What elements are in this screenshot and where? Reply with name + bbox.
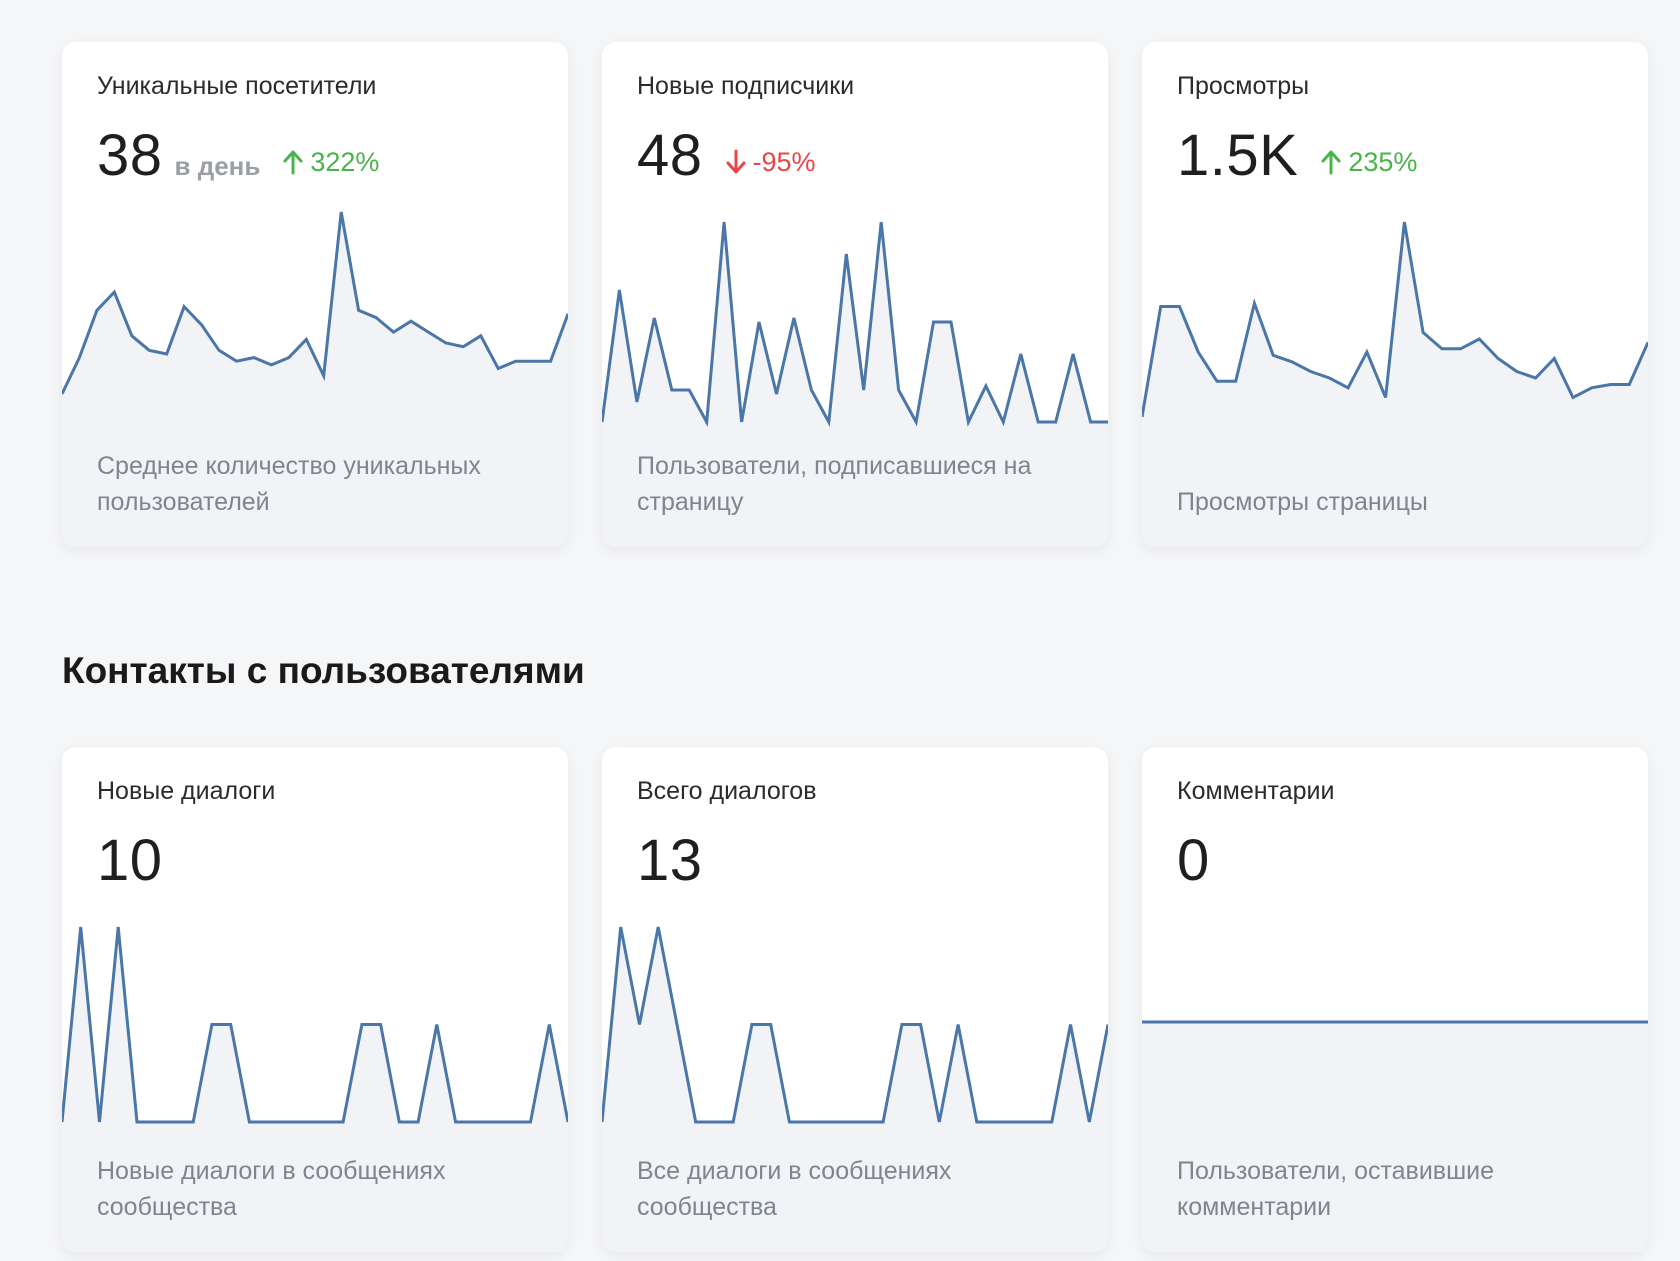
metric: 1.5K 235% bbox=[1177, 122, 1417, 189]
card-new-subscribers[interactable]: Новые подписчики 48 -95% Пользователи, п… bbox=[602, 42, 1108, 547]
card-total-dialogs[interactable]: Всего диалогов 13 Все диалоги в сообщени… bbox=[602, 747, 1108, 1252]
sparkline-chart bbox=[62, 211, 568, 547]
metric-value: 10 bbox=[97, 828, 163, 893]
change-value: -95% bbox=[752, 146, 816, 177]
card-title: Комментарии bbox=[1177, 777, 1335, 805]
card-description: Среднее количество уникальных пользовате… bbox=[97, 452, 481, 516]
sparkline-line bbox=[1142, 221, 1648, 418]
card-title: Уникальные посетители bbox=[97, 72, 377, 100]
sparkline-chart bbox=[602, 221, 1108, 547]
arrow-up-icon bbox=[1321, 150, 1341, 175]
card-description: Пользователи, подписавшиеся на страницу bbox=[637, 452, 1032, 516]
stats-row-bottom: Новые диалоги 10 Новые диалоги в сообщен… bbox=[62, 747, 1648, 1252]
metric: 13 bbox=[637, 827, 703, 894]
card-title: Новые подписчики bbox=[637, 72, 855, 100]
sparkline-area bbox=[1142, 1022, 1648, 1252]
sparkline-chart bbox=[1142, 221, 1648, 547]
card-unique-visitors[interactable]: Уникальные посетители 38 в день 322% Сре… bbox=[62, 42, 568, 547]
metric: 48 -95% bbox=[637, 122, 816, 189]
change-value: 322% bbox=[310, 146, 380, 177]
sparkline-chart bbox=[62, 926, 568, 1252]
card-title: Всего диалогов bbox=[637, 777, 817, 805]
card-description: Новые диалоги в сообщениях сообщества bbox=[97, 1157, 446, 1221]
section-title: Контакты с пользователями bbox=[62, 650, 585, 691]
sparkline-area bbox=[602, 222, 1108, 547]
metric: 10 bbox=[97, 827, 163, 894]
sparkline-area bbox=[62, 927, 568, 1252]
card-description: Просмотры страницы bbox=[1177, 488, 1428, 516]
change-indicator: 322% bbox=[282, 147, 379, 178]
card-comments[interactable]: Комментарии 0 Пользователи, оставившие к… bbox=[1142, 747, 1648, 1252]
stats-row-top: Уникальные посетители 38 в день 322% Сре… bbox=[62, 42, 1648, 547]
sparkline-area bbox=[62, 212, 568, 547]
metric-value: 1.5K bbox=[1177, 123, 1299, 188]
change-indicator: -95% bbox=[725, 147, 816, 178]
metric-value: 0 bbox=[1177, 828, 1210, 893]
sparkline-chart bbox=[602, 926, 1108, 1252]
sparkline-line bbox=[62, 211, 568, 395]
metric-unit: в день bbox=[174, 151, 261, 181]
metric-value: 48 bbox=[637, 123, 703, 188]
metric-value: 13 bbox=[637, 828, 703, 893]
card-title: Новые диалоги bbox=[97, 777, 276, 805]
metric: 0 bbox=[1177, 827, 1210, 894]
sparkline-chart bbox=[1142, 1020, 1648, 1252]
card-title: Просмотры bbox=[1177, 72, 1310, 100]
change-indicator: 235% bbox=[1320, 147, 1417, 178]
arrow-down-icon bbox=[726, 149, 746, 174]
sparkline-line bbox=[62, 926, 568, 1124]
card-description: Все диалоги в сообщениях сообщества bbox=[637, 1157, 952, 1221]
card-description: Пользователи, оставившие комментарии bbox=[1177, 1157, 1494, 1221]
sparkline-line bbox=[602, 221, 1108, 428]
sparkline-area bbox=[1142, 222, 1648, 547]
metric: 38 в день 322% bbox=[97, 122, 379, 189]
sparkline-area bbox=[602, 927, 1108, 1252]
metric-value: 38 bbox=[97, 123, 163, 188]
change-value: 235% bbox=[1348, 146, 1418, 177]
sparkline-line bbox=[602, 926, 1108, 1124]
arrow-up-icon bbox=[283, 150, 303, 175]
card-new-dialogs[interactable]: Новые диалоги 10 Новые диалоги в сообщен… bbox=[62, 747, 568, 1252]
card-views[interactable]: Просмотры 1.5K 235% Просмотры страницы bbox=[1142, 42, 1648, 547]
